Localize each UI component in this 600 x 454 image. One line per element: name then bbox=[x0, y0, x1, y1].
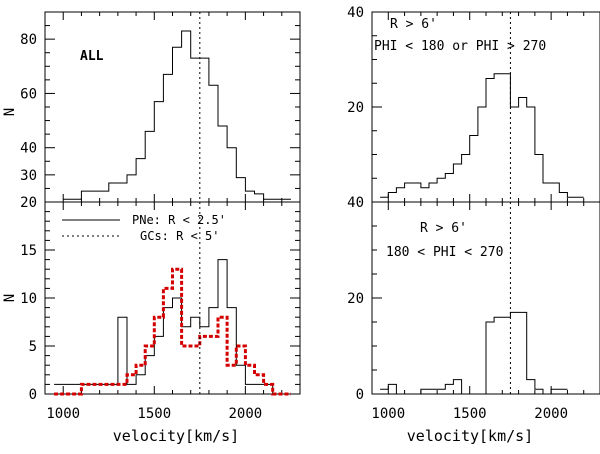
histogram-subset bbox=[380, 73, 584, 198]
y-tick-label: 15 bbox=[20, 243, 37, 259]
annotation-radius: R > 6' bbox=[420, 221, 467, 236]
ylabel: N bbox=[2, 108, 18, 116]
data-series bbox=[380, 311, 568, 395]
panel-bottom-left: N velocity[km/s] PNe: R < 2.5' GCs: R < … bbox=[2, 201, 301, 445]
x-tick-label: 1500 bbox=[137, 406, 171, 422]
y-tick-label: 0 bbox=[29, 387, 37, 403]
data-series bbox=[380, 73, 584, 198]
panel-top-left: N ALL 20 30 40 60 80 bbox=[2, 11, 301, 211]
annotation-radius: R > 6' bbox=[390, 17, 437, 32]
y-tick-label: 80 bbox=[20, 32, 37, 48]
annotation-phi: PHI < 180 or PHI > 270 bbox=[374, 39, 546, 54]
y-tick-label: 20 bbox=[347, 100, 364, 116]
xlabel: velocity[km/s] bbox=[407, 427, 533, 445]
y-tick-label: 20 bbox=[347, 291, 364, 307]
y-tick-label: 40 bbox=[347, 5, 364, 21]
panel-top-right: R > 6' PHI < 180 or PHI > 270 40 20 40 bbox=[347, 5, 600, 211]
xlabel: velocity[km/s] bbox=[113, 427, 239, 445]
panel-bottom-right: velocity[km/s] R > 6' 180 < PHI < 270 10… bbox=[347, 201, 600, 445]
x-tick-label: 2000 bbox=[534, 406, 568, 422]
axis-ticks: 40 20 40 bbox=[347, 5, 585, 211]
axis-ticks: 1000 1500 2000 0 20 bbox=[347, 201, 585, 422]
legend-label-gcs: GCs: R < 5' bbox=[140, 229, 219, 243]
y-tick-label: 0 bbox=[356, 387, 364, 403]
legend: PNe: R < 2.5' GCs: R < 5' bbox=[62, 213, 226, 243]
ylabel: N bbox=[2, 294, 18, 302]
data-series bbox=[63, 30, 291, 200]
y-tick-label: 30 bbox=[20, 168, 37, 184]
histogram-subset bbox=[380, 311, 568, 395]
y-tick-label: 5 bbox=[29, 339, 37, 355]
panel-title: ALL bbox=[80, 49, 104, 64]
y-tick-label: 20 bbox=[20, 195, 37, 211]
axis-ticks: 1000 1500 2000 0 5 10 15 bbox=[20, 201, 300, 422]
x-tick-label: 1000 bbox=[46, 406, 80, 422]
x-tick-label: 2000 bbox=[228, 406, 262, 422]
data-series bbox=[54, 259, 291, 396]
histogram-all bbox=[63, 30, 291, 200]
y-tick-label: 10 bbox=[20, 291, 37, 307]
legend-label-pne: PNe: R < 2.5' bbox=[132, 213, 226, 227]
x-tick-label: 1500 bbox=[453, 406, 487, 422]
histogram-gcs-r-5- bbox=[54, 267, 291, 396]
axis-ticks: 20 30 40 60 80 bbox=[20, 11, 300, 211]
y-tick-label: 40 bbox=[20, 141, 37, 157]
panel-frame bbox=[44, 11, 301, 203]
y-tick-label: 60 bbox=[20, 86, 37, 102]
annotation-phi: 180 < PHI < 270 bbox=[386, 245, 503, 260]
y-tick-label: 40 bbox=[347, 195, 364, 211]
x-tick-label: 1000 bbox=[371, 406, 405, 422]
